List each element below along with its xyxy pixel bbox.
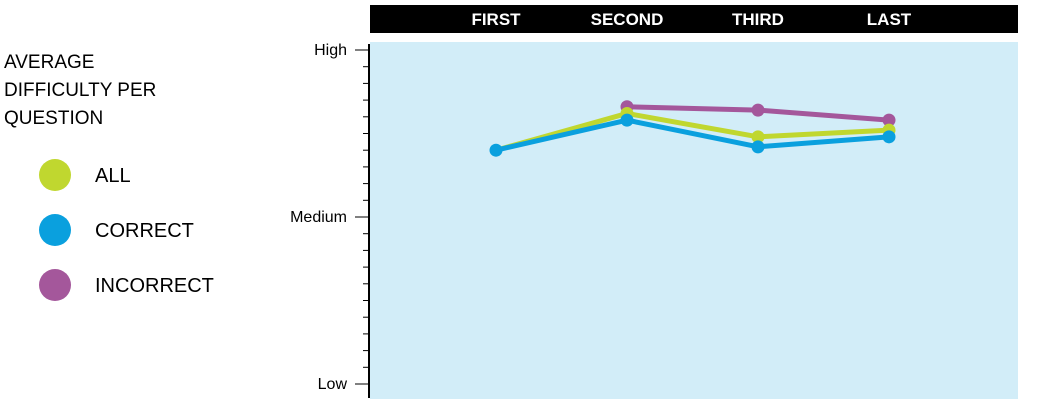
category-label-first: FIRST [471, 10, 521, 29]
legend-label-correct: CORRECT [95, 220, 194, 242]
legend-marker-correct [39, 214, 71, 246]
legend-marker-incorrect [39, 269, 71, 301]
legend-label-all: ALL [95, 165, 131, 187]
series-correct [489, 113, 896, 157]
chart-title-line-3: QUESTION [4, 108, 103, 129]
legend: ALL CORRECT INCORRECT [39, 159, 214, 301]
data-point-correct-first [489, 143, 503, 157]
y-tick-label-low: Low [318, 376, 348, 393]
plot-area [370, 42, 1018, 399]
data-point-correct-third [751, 140, 765, 154]
y-tick-label-medium: Medium [290, 209, 347, 226]
header-bar [370, 5, 1018, 33]
data-point-correct-second [620, 113, 634, 127]
data-point-correct-last [882, 130, 896, 144]
y-tick-label-high: High [314, 42, 347, 59]
category-label-last: LAST [867, 10, 912, 29]
data-point-all-third [751, 130, 765, 144]
data-point-incorrect-last [882, 113, 896, 127]
series-incorrect [620, 100, 896, 127]
series-layer [489, 100, 896, 157]
series-line-all [493, 110, 892, 153]
chart-title-line-2: DIFFICULTY PER [4, 80, 156, 101]
y-axis-ticks [355, 49, 369, 385]
data-point-incorrect-third [751, 103, 765, 117]
chart-title-line-1: AVERAGE [4, 52, 94, 73]
category-label-second: SECOND [591, 10, 664, 29]
series-line-correct [493, 117, 892, 153]
legend-label-incorrect: INCORRECT [95, 275, 214, 297]
category-labels: FIRST SECOND THIRD LAST [471, 10, 911, 29]
legend-marker-all [39, 159, 71, 191]
category-label-third: THIRD [732, 10, 784, 29]
y-axis-labels: High Medium Low [290, 42, 347, 393]
